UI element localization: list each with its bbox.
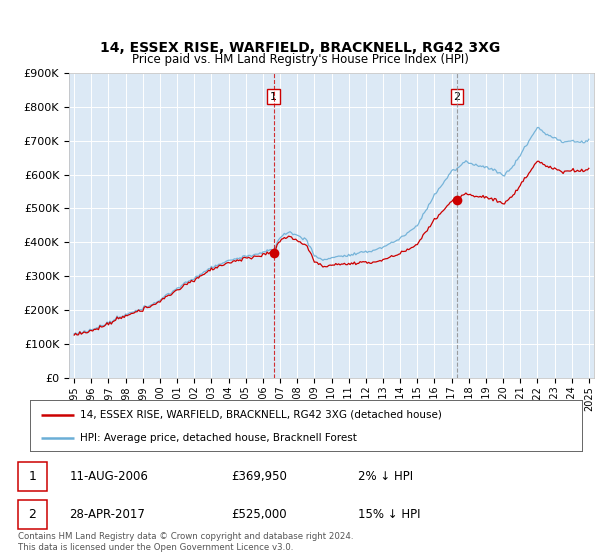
Text: Price paid vs. HM Land Registry's House Price Index (HPI): Price paid vs. HM Land Registry's House …: [131, 53, 469, 67]
Text: 1: 1: [270, 91, 277, 101]
FancyBboxPatch shape: [18, 463, 47, 491]
Text: 15% ↓ HPI: 15% ↓ HPI: [358, 508, 420, 521]
Text: 14, ESSEX RISE, WARFIELD, BRACKNELL, RG42 3XG (detached house): 14, ESSEX RISE, WARFIELD, BRACKNELL, RG4…: [80, 409, 442, 419]
Text: Contains HM Land Registry data © Crown copyright and database right 2024.
This d: Contains HM Land Registry data © Crown c…: [18, 532, 353, 552]
Text: 2% ↓ HPI: 2% ↓ HPI: [358, 470, 413, 483]
Text: £369,950: £369,950: [231, 470, 287, 483]
Text: 2: 2: [454, 91, 461, 101]
Text: HPI: Average price, detached house, Bracknell Forest: HPI: Average price, detached house, Brac…: [80, 433, 356, 443]
Text: £525,000: £525,000: [231, 508, 287, 521]
Text: 2: 2: [28, 508, 36, 521]
Text: 14, ESSEX RISE, WARFIELD, BRACKNELL, RG42 3XG: 14, ESSEX RISE, WARFIELD, BRACKNELL, RG4…: [100, 41, 500, 55]
Text: 1: 1: [28, 470, 36, 483]
FancyBboxPatch shape: [18, 500, 47, 529]
Text: 11-AUG-2006: 11-AUG-2006: [70, 470, 148, 483]
Bar: [274, 73, 457, 378]
Text: 28-APR-2017: 28-APR-2017: [70, 508, 145, 521]
